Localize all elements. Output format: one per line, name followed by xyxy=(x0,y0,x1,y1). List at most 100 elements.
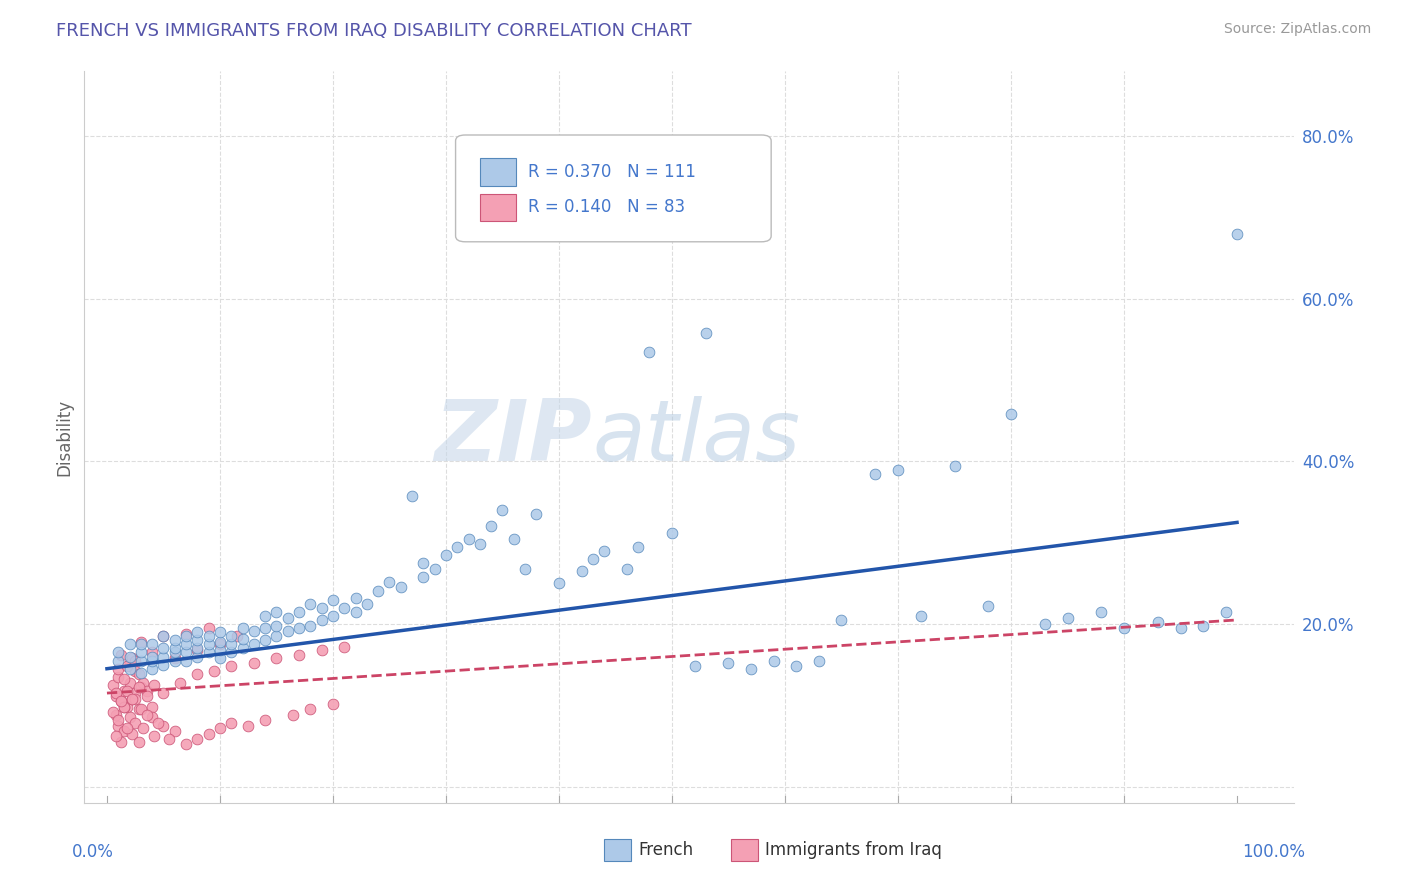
Point xyxy=(277,610,299,624)
Point xyxy=(1170,621,1192,635)
Point xyxy=(174,637,197,651)
Point xyxy=(152,718,174,732)
Point xyxy=(143,678,166,692)
Point xyxy=(197,727,219,741)
Point xyxy=(118,662,141,676)
Point xyxy=(1056,610,1078,624)
Point xyxy=(141,654,163,668)
Point xyxy=(582,552,605,566)
Point xyxy=(243,624,266,638)
Point xyxy=(479,519,502,533)
Point xyxy=(524,508,547,522)
Point xyxy=(202,664,225,678)
Point xyxy=(434,548,457,562)
Point xyxy=(121,691,143,706)
Point xyxy=(1033,617,1056,632)
Point xyxy=(468,537,491,551)
Point xyxy=(548,576,571,591)
Point xyxy=(299,702,322,716)
Text: ZIP: ZIP xyxy=(434,395,592,479)
Point xyxy=(110,694,132,708)
Point xyxy=(865,467,887,481)
Point xyxy=(152,629,174,643)
Point xyxy=(344,605,367,619)
Point xyxy=(299,597,322,611)
Text: FRENCH VS IMMIGRANTS FROM IRAQ DISABILITY CORRELATION CHART: FRENCH VS IMMIGRANTS FROM IRAQ DISABILIT… xyxy=(56,22,692,40)
Text: Source: ZipAtlas.com: Source: ZipAtlas.com xyxy=(1223,22,1371,37)
Point xyxy=(1090,605,1112,619)
Point xyxy=(740,662,762,676)
Point xyxy=(208,721,231,735)
Point xyxy=(124,716,146,731)
Point xyxy=(129,635,152,649)
Point xyxy=(254,621,277,635)
Point xyxy=(112,673,135,687)
Point xyxy=(491,503,513,517)
Point xyxy=(157,732,180,747)
Point xyxy=(135,683,157,698)
Point xyxy=(785,659,807,673)
Point xyxy=(232,641,254,656)
Point xyxy=(219,659,242,673)
Point xyxy=(118,656,141,670)
Point xyxy=(128,735,150,749)
Point xyxy=(112,699,135,714)
Point xyxy=(412,570,434,584)
Text: R = 0.140   N = 83: R = 0.140 N = 83 xyxy=(529,198,685,217)
Point xyxy=(266,605,288,619)
Point xyxy=(112,683,135,698)
Point xyxy=(333,600,356,615)
Point xyxy=(208,651,231,665)
Text: R = 0.370   N = 111: R = 0.370 N = 111 xyxy=(529,163,696,181)
Point xyxy=(1000,407,1022,421)
Point xyxy=(831,613,853,627)
Point xyxy=(661,526,683,541)
Point xyxy=(143,729,166,743)
Point xyxy=(638,344,661,359)
Point xyxy=(110,735,132,749)
Point xyxy=(163,651,186,665)
Point xyxy=(1226,227,1249,241)
Point xyxy=(197,645,219,659)
Point xyxy=(174,645,197,659)
Point xyxy=(266,651,288,665)
Point xyxy=(129,665,152,680)
Point xyxy=(112,699,135,714)
Point xyxy=(277,624,299,638)
Point xyxy=(446,540,468,554)
Text: 100.0%: 100.0% xyxy=(1243,843,1306,861)
Point xyxy=(238,718,260,732)
Point xyxy=(105,729,128,743)
Point xyxy=(254,633,277,648)
Point xyxy=(571,564,593,578)
Point xyxy=(695,326,717,340)
Point xyxy=(412,556,434,570)
Point xyxy=(322,697,344,711)
Point xyxy=(135,689,157,703)
FancyBboxPatch shape xyxy=(605,839,631,862)
Point xyxy=(311,600,333,615)
Point xyxy=(254,608,277,623)
Point xyxy=(943,458,966,473)
Point xyxy=(110,648,132,662)
Point xyxy=(107,645,129,659)
Point xyxy=(322,608,344,623)
Point xyxy=(141,645,163,659)
Point xyxy=(219,629,242,643)
Text: French: French xyxy=(638,841,693,859)
FancyBboxPatch shape xyxy=(479,194,516,221)
Point xyxy=(105,686,128,700)
Point xyxy=(121,691,143,706)
Point xyxy=(219,716,242,731)
Point xyxy=(132,721,155,735)
Point xyxy=(1147,615,1170,630)
Point xyxy=(186,649,208,664)
Point xyxy=(105,689,128,703)
Point xyxy=(208,637,231,651)
Point xyxy=(593,544,616,558)
Point xyxy=(762,654,785,668)
Point xyxy=(219,637,242,651)
Point xyxy=(118,637,141,651)
Point xyxy=(616,562,638,576)
Point xyxy=(124,691,146,706)
